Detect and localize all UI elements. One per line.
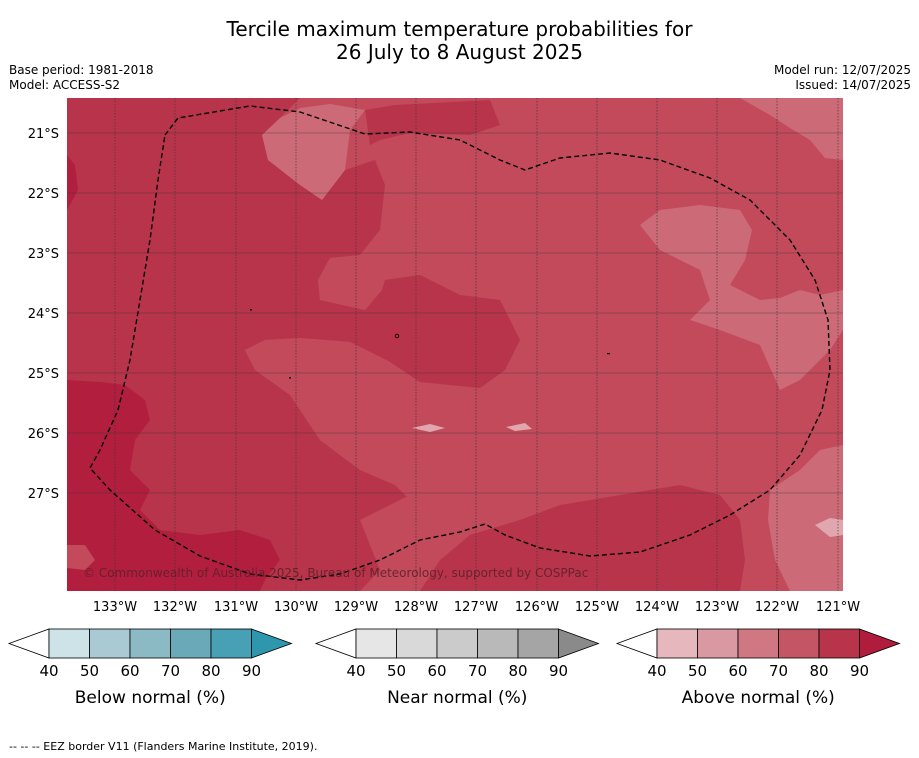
contour-above-60-70-northeast [740, 98, 843, 160]
lon-label: 129°W [334, 600, 378, 615]
colorbar-cell [737, 628, 779, 659]
contour-above-80-90-south [420, 485, 745, 591]
graticule-lat [67, 132, 843, 494]
lat-label: 25°S [28, 367, 59, 382]
base-period: Base period: 1981-2018 [9, 63, 154, 77]
colorbar-tick-label: 70 [769, 662, 788, 680]
colorbar-label: Near normal (%) [387, 688, 527, 708]
colorbar-cell [129, 628, 171, 659]
colorbar-cell [170, 628, 212, 659]
lon-label: 126°W [515, 600, 559, 615]
colorbar-cell [396, 628, 438, 659]
colorbar-label: Above normal (%) [682, 688, 835, 708]
colorbar-cell [436, 628, 478, 659]
contour-above-60-70-east [640, 205, 843, 390]
colorbar-extend-high [859, 628, 901, 659]
colorbar-extend-low [314, 628, 357, 659]
eez-footnote: -- -- -- EEZ border V11 (Flanders Marine… [9, 740, 318, 753]
islands [250, 309, 610, 379]
lon-label: 123°W [695, 600, 739, 615]
colorbar-cell [778, 628, 820, 659]
contour-above-70-80-centre [245, 230, 780, 510]
colorbar-label: Below normal (%) [75, 688, 226, 708]
contour-above-60-70-southeast [768, 445, 843, 591]
contour-above-80-90-centre [382, 275, 520, 388]
colorbar-cell [210, 628, 252, 659]
lon-label: 127°W [454, 600, 498, 615]
lon-label: 122°W [755, 600, 799, 615]
eez-border [89, 105, 831, 581]
colorbar-cell [89, 628, 131, 659]
colorbar-above: 40 50 60 70 80 90 Above normal (%) [615, 628, 901, 708]
lat-label: 24°S [28, 307, 59, 322]
colorbar-tick-label: 60 [120, 662, 139, 680]
lon-label: 133°W [93, 600, 137, 615]
colorbar-tick-label: 50 [688, 662, 707, 680]
meta-left: Base period: 1981-2018 Model: ACCESS-S2 [9, 63, 154, 93]
colorbar-extend-high [558, 628, 600, 659]
contour-above-50-60-southeast [815, 518, 843, 537]
chart-title: Tercile maximum temperature probabilitie… [0, 18, 919, 64]
lon-label: 121°W [816, 600, 860, 615]
lon-label: 124°W [635, 600, 679, 615]
meta-right: Model run: 12/07/2025 Issued: 14/07/2025 [774, 63, 911, 93]
colorbar-tick-label: 70 [161, 662, 180, 680]
colorbar-tick-label: 90 [850, 662, 869, 680]
colorbars: 40 50 60 70 80 90 Below normal (%) 40 50 60 70 80 90… [7, 628, 901, 708]
colorbar-cell [48, 628, 90, 659]
colorbar-cell [517, 628, 559, 659]
lon-label: 131°W [214, 600, 258, 615]
colorbar-tick-label: 50 [80, 662, 99, 680]
lon-label: 130°W [274, 600, 318, 615]
colorbar-cell [477, 628, 519, 659]
colorbar-tick-label: 80 [201, 662, 220, 680]
lon-label: 132°W [153, 600, 197, 615]
issued-date: Issued: 14/07/2025 [795, 78, 911, 92]
contour-above-70-80-southwest [67, 545, 95, 570]
colorbar-tick-label: 40 [346, 662, 365, 680]
colorbar-tick-label: 40 [647, 662, 666, 680]
lat-label: 21°S [28, 127, 59, 142]
colorbar-extend-low [7, 628, 50, 659]
colorbar-tick-label: 50 [387, 662, 406, 680]
small-blob-1 [412, 424, 445, 432]
contour-above-80-90-north [365, 100, 500, 145]
colorbar-tick-label: 60 [728, 662, 747, 680]
copyright-text: © Commonwealth of Australia 2025, Bureau… [83, 566, 588, 580]
colorbar-below: 40 50 60 70 80 90 Below normal (%) [7, 628, 293, 708]
lat-label: 26°S [28, 427, 59, 442]
contour-above-80-90-west [67, 98, 520, 591]
colorbar-extend-high [251, 628, 293, 659]
model-name: Model: ACCESS-S2 [9, 78, 121, 92]
title-line-1: Tercile maximum temperature probabilitie… [226, 17, 693, 41]
lat-label: 22°S [28, 187, 59, 202]
contour-above-90-west-edge [67, 155, 78, 210]
lat-label: 27°S [28, 487, 59, 502]
model-run: Model run: 12/07/2025 [773, 63, 911, 77]
contour-above-60-70-north [262, 104, 365, 200]
colorbar-cell [697, 628, 739, 659]
title-line-2: 26 July to 8 August 2025 [336, 40, 583, 64]
probability-contours [67, 98, 843, 591]
graticule [114, 98, 839, 591]
colorbar-near: 40 50 60 70 80 90 Near normal (%) [314, 628, 600, 708]
colorbar-tick-label: 90 [549, 662, 568, 680]
lon-label: 128°W [394, 600, 438, 615]
lon-label: 125°W [575, 600, 619, 615]
colorbar-cell [818, 628, 860, 659]
colorbar-cell [656, 628, 698, 659]
colorbar-tick-label: 70 [468, 662, 487, 680]
colorbar-extend-low [615, 628, 658, 659]
lon-labels: 133°W 132°W 131°W 130°W 129°W 128°W 127°… [93, 600, 860, 615]
lat-labels: 21°S 22°S 23°S 24°S 25°S 26°S 27°S [28, 127, 59, 502]
colorbar-tick-label: 90 [242, 662, 261, 680]
small-blob-2 [506, 423, 532, 431]
colorbar-tick-label: 80 [508, 662, 527, 680]
colorbar-cell [355, 628, 397, 659]
colorbar-tick-label: 40 [39, 662, 58, 680]
colorbar-tick-label: 60 [427, 662, 446, 680]
colorbar-tick-label: 80 [809, 662, 828, 680]
lat-label: 23°S [28, 247, 59, 262]
